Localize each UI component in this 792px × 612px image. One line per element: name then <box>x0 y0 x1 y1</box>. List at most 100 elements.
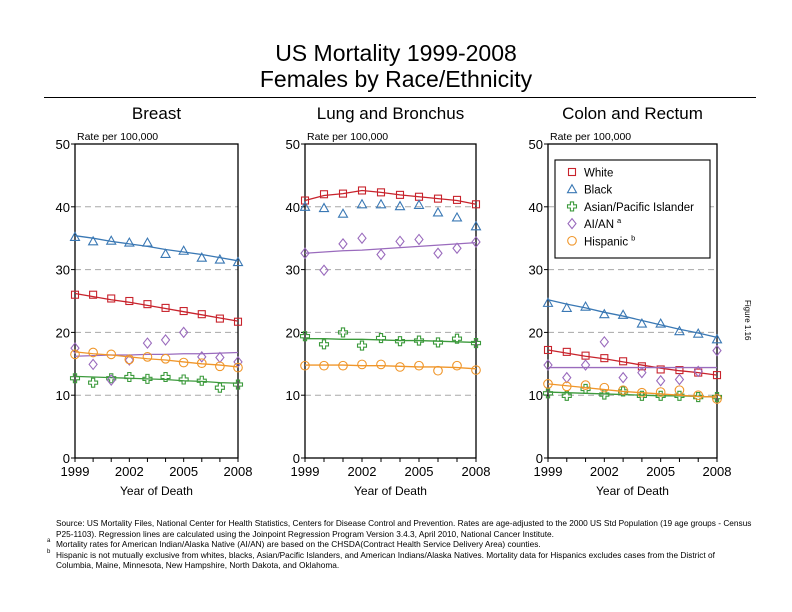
data-point-white <box>357 186 367 195</box>
data-point-aian <box>580 359 591 371</box>
data-point-aian <box>300 247 310 260</box>
data-point-api <box>599 389 610 400</box>
data-point-hispanic <box>88 347 98 358</box>
legend-box <box>554 159 711 259</box>
data-point-hispanic <box>319 360 329 371</box>
data-point-aian <box>338 237 348 250</box>
data-point-hispanic <box>543 379 553 389</box>
data-point-black <box>87 235 99 246</box>
legend-label-black: Black <box>584 185 612 197</box>
x-tick-label: 2002 <box>590 464 619 479</box>
footnotes: Source: US Mortality Files, National Cen… <box>44 518 754 571</box>
footnote-b-marker: b <box>47 548 51 555</box>
footnote-source-text: Source: US Mortality Files, National Cen… <box>56 518 752 539</box>
title-divider <box>44 97 756 98</box>
y-tick-label: 30 <box>286 263 300 278</box>
legend-item-white: White <box>567 167 613 180</box>
data-point-aian <box>197 351 207 363</box>
data-point-black <box>337 208 349 218</box>
plot-frame <box>547 143 718 459</box>
legend-item-hispanic: Hispanic b <box>567 233 635 248</box>
x-tick-label: 2005 <box>405 464 434 479</box>
y-tick-label: 40 <box>286 200 300 215</box>
data-point-black <box>375 198 387 209</box>
footnote-source: Source: US Mortality Files, National Cen… <box>44 518 754 539</box>
data-point-black <box>69 231 81 241</box>
data-point-black <box>451 211 463 222</box>
y-tick-label: 50 <box>56 137 70 152</box>
data-point-api <box>413 335 425 346</box>
data-point-white <box>395 190 405 199</box>
data-point-hispanic <box>414 360 424 371</box>
data-point-api <box>451 333 463 344</box>
plot-frame <box>74 143 239 459</box>
data-point-black <box>123 236 135 247</box>
data-point-white <box>107 294 116 303</box>
y-tick-label: 50 <box>286 137 300 152</box>
data-point-black <box>214 253 226 264</box>
data-point-api <box>394 336 406 347</box>
x-tick-label: 2002 <box>348 464 377 479</box>
data-point-hispanic <box>561 381 572 392</box>
data-point-black <box>598 308 610 319</box>
data-point-hispanic <box>452 360 462 371</box>
series-hispanic <box>300 359 481 376</box>
data-point-aian <box>124 354 135 366</box>
data-point-white <box>637 362 646 371</box>
data-point-white <box>656 365 665 374</box>
data-point-hispanic <box>215 361 225 372</box>
data-point-hispanic <box>580 380 591 391</box>
chart-title-line-2: Females by Race/Ethnicity <box>259 66 533 92</box>
data-point-black <box>413 199 425 209</box>
series-hispanic <box>543 379 722 404</box>
trend-line-white <box>304 189 477 205</box>
data-point-hispanic <box>70 349 80 360</box>
data-point-hispanic <box>233 362 243 373</box>
y-tick-label: 30 <box>529 263 543 278</box>
legend-sup-aian: a <box>617 216 622 225</box>
figure-label: Figure 1.16 <box>743 300 752 341</box>
data-point-white <box>376 188 386 197</box>
data-point-white <box>143 300 152 309</box>
data-point-aian <box>599 335 610 348</box>
data-point-aian <box>215 351 225 364</box>
x-tick-label: 2008 <box>462 464 491 479</box>
y-tick-label: 20 <box>529 325 543 340</box>
data-point-hispanic <box>433 365 443 376</box>
data-point-hispanic <box>160 353 171 364</box>
data-point-api <box>178 374 189 385</box>
x-tick-label: 2002 <box>115 464 144 479</box>
plot-frame <box>304 143 477 459</box>
data-point-api <box>160 371 171 383</box>
y-tick-label: 10 <box>529 388 543 403</box>
data-point-aian <box>70 342 80 354</box>
data-point-black <box>692 328 704 338</box>
x-tick-label: 2008 <box>703 464 732 479</box>
data-point-aian <box>562 371 572 384</box>
panel-title: Lung and Bronchus <box>317 104 464 123</box>
data-point-aian <box>674 373 685 386</box>
legend-marker-white <box>567 167 577 177</box>
chart-title: US Mortality 1999-2008 Females by Race/E… <box>0 40 792 92</box>
data-point-aian <box>637 366 647 379</box>
data-point-hispanic <box>196 358 207 369</box>
y-tick-label: 10 <box>56 388 70 403</box>
data-point-aian <box>693 365 703 378</box>
chart-title-line-1: US Mortality 1999-2008 <box>275 40 517 66</box>
legend-item-black: Black <box>566 183 612 197</box>
footnote-a: a Mortality rates for American Indian/Ala… <box>44 538 754 550</box>
data-point-api <box>337 327 349 338</box>
data-point-white <box>619 357 628 366</box>
data-point-hispanic <box>618 385 628 396</box>
data-point-aian <box>543 359 553 371</box>
y-tick-label: 40 <box>56 200 70 215</box>
x-tick-label: 1999 <box>291 464 320 479</box>
data-point-aian <box>452 242 462 255</box>
data-point-white <box>300 196 310 205</box>
data-point-aian <box>433 247 443 260</box>
data-point-aian <box>178 326 189 339</box>
data-point-hispanic <box>338 360 348 371</box>
series-black <box>542 297 723 344</box>
data-point-black <box>655 317 667 328</box>
